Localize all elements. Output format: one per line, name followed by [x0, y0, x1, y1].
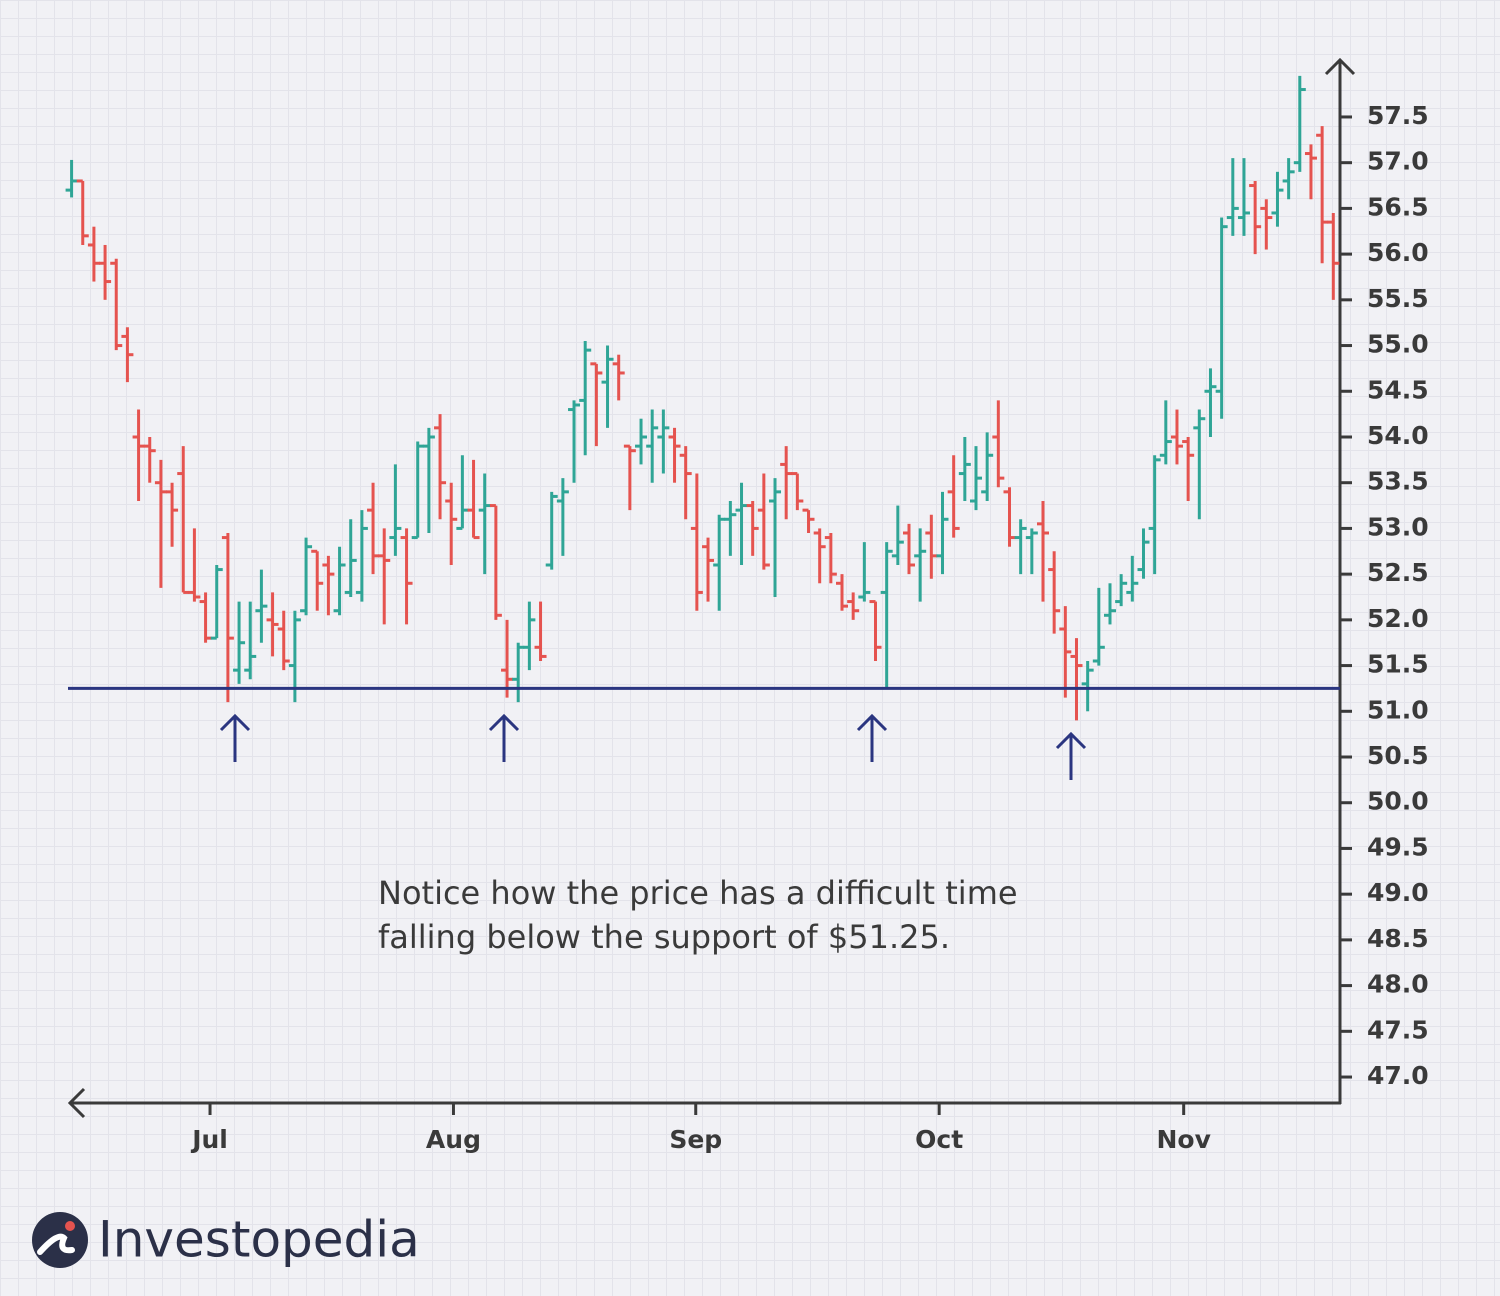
y-tick-label: 47.5 — [1367, 1015, 1429, 1044]
logo-dot — [65, 1221, 75, 1231]
y-tick-label: 49.0 — [1367, 878, 1429, 907]
logo-icon — [32, 1212, 88, 1268]
annotation: falling below the support of $51.25. — [378, 918, 950, 956]
y-tick-label: 52.5 — [1367, 558, 1429, 587]
y-tick-label: 49.5 — [1367, 832, 1429, 861]
y-tick-label: 55.0 — [1367, 330, 1429, 359]
y-tick-label: 53.5 — [1367, 467, 1429, 496]
y-tick-label: 54.0 — [1367, 421, 1429, 450]
y-tick-label: 51.5 — [1367, 650, 1429, 679]
logo-mark — [37, 1233, 75, 1255]
y-tick-label: 48.5 — [1367, 924, 1429, 953]
y-tick-label: 57.5 — [1367, 101, 1429, 130]
arrow — [219, 713, 251, 762]
y-tick-label: 50.5 — [1367, 741, 1429, 770]
x-tick-label: Aug — [426, 1125, 481, 1154]
support-arrows — [219, 713, 1087, 780]
x-tick-label: Oct — [915, 1125, 963, 1154]
y-tick-label: 47.0 — [1367, 1061, 1429, 1090]
y-tick-label: 56.0 — [1367, 238, 1429, 267]
x-axis-arrow — [67, 1087, 86, 1119]
brand: Investopedia — [98, 1211, 420, 1269]
y-tick-label: 54.5 — [1367, 375, 1429, 404]
y-tick-label: 52.0 — [1367, 604, 1429, 633]
x-tick-label: Jul — [190, 1125, 228, 1154]
y-tick-label: 51.0 — [1367, 695, 1429, 724]
y-tick-label: 53.0 — [1367, 512, 1429, 541]
x-tick-label: Sep — [669, 1125, 722, 1154]
arrow — [856, 713, 888, 762]
arrow — [1055, 731, 1087, 780]
arrow — [488, 713, 520, 762]
y-tick-label: 55.5 — [1367, 284, 1429, 313]
y-axis-arrow — [1324, 57, 1356, 76]
y-tick-label: 57.0 — [1367, 147, 1429, 176]
logo-circle — [32, 1212, 88, 1268]
y-tick-label: 48.0 — [1367, 970, 1429, 999]
x-tick-label: Nov — [1156, 1125, 1210, 1154]
y-tick-label: 50.0 — [1367, 787, 1429, 816]
y-tick-label: 56.5 — [1367, 192, 1429, 221]
annotation: Notice how the price has a difficult tim… — [378, 874, 1018, 912]
